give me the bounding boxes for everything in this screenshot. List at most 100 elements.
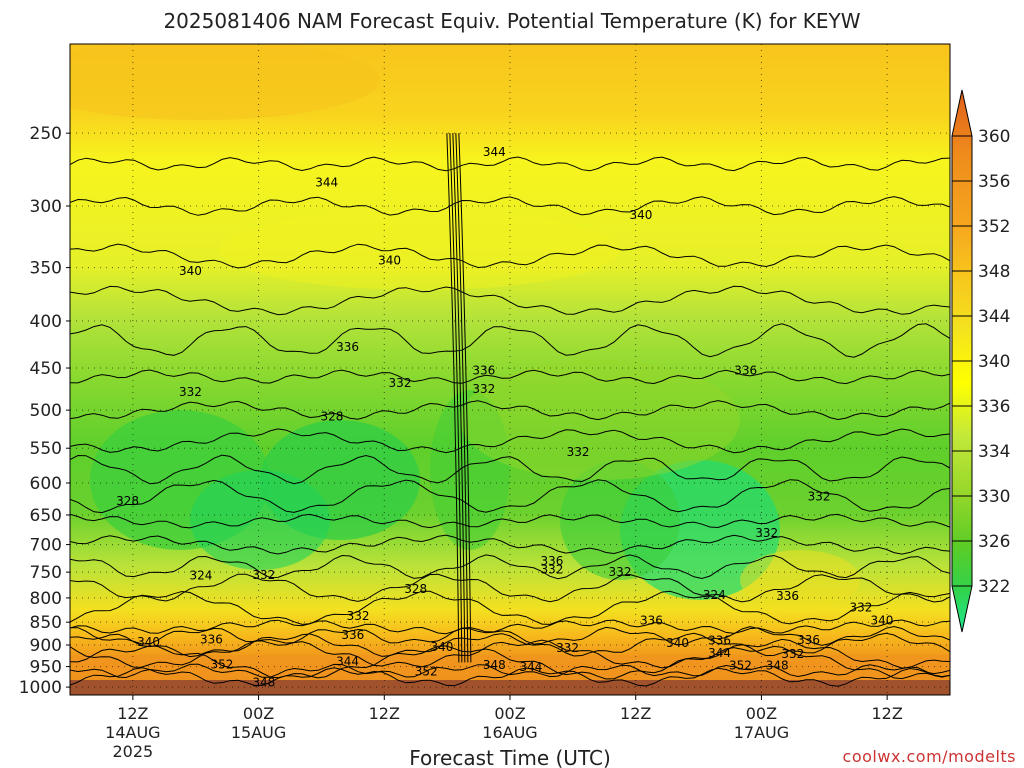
y-tick-label: 700 — [30, 536, 62, 556]
x-tick-label: 16AUG — [482, 723, 537, 742]
x-tick-label: 12Z — [117, 704, 148, 723]
colorbar: 360 356 352 348 344 340 336 334 330 326 322 — [951, 89, 1010, 633]
contour-label: 340 — [430, 640, 453, 654]
contour-label: 340 — [629, 208, 652, 222]
contour-label: 324 — [703, 588, 726, 602]
contour-label: 328 — [404, 582, 427, 596]
y-tick-label: 900 — [30, 636, 62, 656]
chart-title: 2025081406 NAM Forecast Equiv. Potential… — [163, 9, 860, 33]
y-tick-label: 550 — [30, 439, 62, 459]
colorbar-label: 334 — [978, 442, 1010, 462]
contour-label: 328 — [116, 494, 139, 508]
colorbar-ticks: 360 356 352 348 344 340 336 334 330 326 322 — [952, 127, 1010, 597]
contour-line — [70, 479, 950, 514]
contour-label: 332 — [609, 565, 632, 579]
contour-label: 332 — [252, 568, 275, 582]
x-tick-label: 15AUG — [231, 723, 286, 742]
contour-line — [70, 454, 950, 485]
x-tick-label: 00Z — [494, 704, 525, 723]
colorbar-label: 356 — [978, 172, 1010, 192]
contour-label: 336 — [336, 340, 359, 354]
colorbar-label: 360 — [978, 127, 1010, 147]
contour-line — [70, 196, 950, 216]
contour-label: 336 — [540, 554, 563, 568]
contour-label: 328 — [320, 409, 343, 423]
contour-line — [458, 133, 472, 663]
colorbar-label: 344 — [978, 307, 1010, 327]
contour-label: 336 — [200, 633, 223, 647]
contour-label: 332 — [540, 562, 563, 576]
contour-label: 340 — [179, 264, 202, 278]
contour-label: 332 — [347, 609, 370, 623]
x-tick-label: 17AUG — [734, 723, 789, 742]
contour-label: 336 — [472, 364, 495, 378]
contour-line — [70, 625, 950, 646]
y-tick-label: 400 — [30, 312, 62, 332]
contour-line — [70, 323, 950, 358]
contour-label: 332 — [849, 600, 872, 614]
contour-label: 332 — [472, 382, 495, 396]
y-tick-label: 750 — [30, 563, 62, 583]
contour-line — [70, 400, 950, 421]
y-tick-label: 850 — [30, 613, 62, 633]
contour-label: 336 — [341, 628, 364, 642]
contour-line — [70, 369, 950, 385]
x-tick-label: 12Z — [620, 704, 651, 723]
contour-line — [452, 133, 466, 663]
y-tick-label: 650 — [30, 506, 62, 526]
y-tick-label: 350 — [30, 259, 62, 279]
contour-label: 336 — [797, 633, 820, 647]
credit-text: coolwx.com/modelts — [842, 747, 1016, 766]
y-tick-label: 500 — [30, 401, 62, 421]
contour-label: 352 — [729, 659, 752, 673]
x-tick-label: 2025 — [112, 742, 153, 761]
y-tick-label: 800 — [30, 589, 62, 609]
contour-label: 340 — [137, 635, 160, 649]
contour-label: 344 — [708, 646, 731, 660]
contour-label: 332 — [556, 641, 579, 655]
contour-label: 336 — [776, 589, 799, 603]
contour-label: 348 — [252, 675, 275, 689]
colorbar-label: 340 — [978, 352, 1010, 372]
contour-label: 332 — [808, 490, 831, 504]
contour-line — [446, 133, 460, 663]
grid-lines — [70, 44, 950, 695]
contour-label: 340 — [870, 613, 893, 627]
colorbar-label: 348 — [978, 262, 1010, 282]
contour-line — [70, 534, 950, 555]
y-tick-label: 1000 — [19, 678, 62, 698]
y-tick-label: 300 — [30, 197, 62, 217]
contour-line — [70, 513, 950, 529]
contour-label: 352 — [415, 665, 438, 679]
x-tick-label: 00Z — [746, 704, 777, 723]
contour-label: 324 — [189, 568, 212, 582]
contour-label: 332 — [567, 445, 590, 459]
y-tick-label: 450 — [30, 359, 62, 379]
colorbar-label: 336 — [978, 397, 1010, 417]
y-tick-label: 950 — [30, 658, 62, 678]
x-tick-label: 00Z — [243, 704, 274, 723]
x-tick-label: 12Z — [369, 704, 400, 723]
x-axis-label: Forecast Time (UTC) — [409, 746, 611, 768]
contour-label: 336 — [640, 613, 663, 627]
contour-line — [455, 133, 469, 663]
contour-label: 344 — [483, 145, 506, 159]
contour-label: 348 — [483, 658, 506, 672]
contour-label: 344 — [336, 655, 359, 669]
contour-label: 344 — [519, 660, 542, 674]
contour-line — [70, 428, 950, 454]
contour-line — [449, 133, 463, 663]
colorbar-label: 352 — [978, 217, 1010, 237]
colorbar-label: 326 — [978, 532, 1010, 552]
contour-label: 348 — [766, 659, 789, 673]
contour-label: 352 — [210, 657, 233, 671]
colorbar-label: 322 — [978, 577, 1010, 597]
contour-label: 336 — [734, 364, 757, 378]
x-tick-label: 12Z — [871, 704, 902, 723]
contour-line — [70, 243, 950, 269]
contour-label: 332 — [179, 385, 202, 399]
contour-line — [70, 554, 950, 580]
y-tick-label: 250 — [30, 124, 62, 144]
